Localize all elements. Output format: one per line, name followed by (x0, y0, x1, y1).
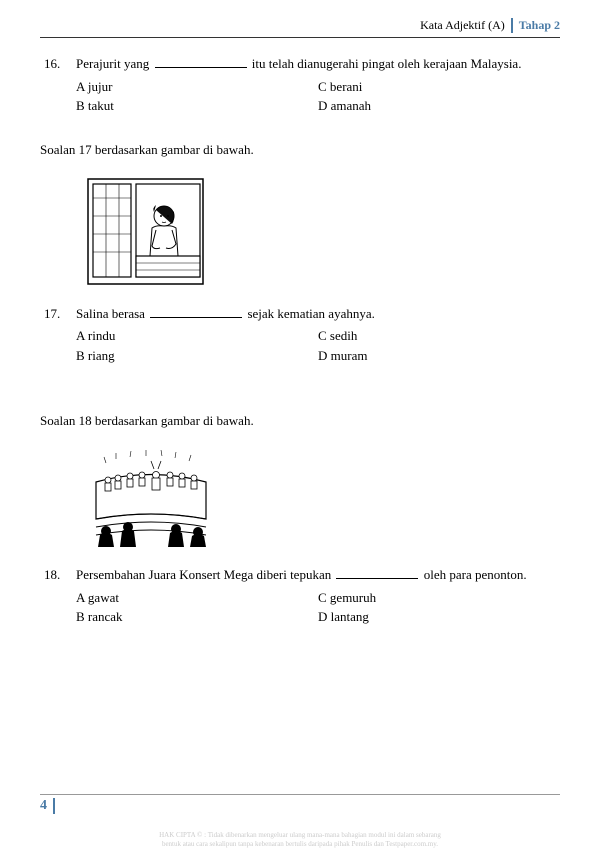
option-a: A jujur (76, 77, 318, 97)
blank-line (155, 56, 247, 68)
option-c: C gemuruh (318, 588, 560, 608)
question-17: 17. Salina berasa sejak kematian ayahnya… (40, 304, 560, 366)
text-part: Perajurit yang (76, 56, 149, 71)
option-c: C sedih (318, 326, 560, 346)
page-number: 4 (40, 798, 55, 814)
options-left: A jujur B takut (76, 77, 318, 116)
options-row: A rindu B riang C sedih D muram (40, 326, 560, 365)
options-left: A gawat B rancak (76, 588, 318, 627)
blank-line (150, 306, 242, 318)
question-body: Persembahan Juara Konsert Mega diberi te… (76, 565, 560, 585)
question-text: 18. Persembahan Juara Konsert Mega diber… (40, 565, 560, 585)
text-part: Salina berasa (76, 306, 145, 321)
option-a: A rindu (76, 326, 318, 346)
options-left: A rindu B riang (76, 326, 318, 365)
blank-line (336, 567, 418, 579)
header-subject: Kata Adjektif (A) (420, 18, 505, 33)
copyright-line: HAK CIPTA © : Tidak dibenarkan mengeluar… (40, 831, 560, 839)
option-d: D lantang (318, 607, 560, 627)
option-b: B riang (76, 346, 318, 366)
question-body: Perajurit yang itu telah dianugerahi pin… (76, 54, 560, 74)
option-b: B rancak (76, 607, 318, 627)
options-row: A jujur B takut C berani D amanah (40, 77, 560, 116)
text-part: Persembahan Juara Konsert Mega diberi te… (76, 567, 331, 582)
option-d: D amanah (318, 96, 560, 116)
question-text: 16. Perajurit yang itu telah dianugerahi… (40, 54, 560, 74)
option-c: C berani (318, 77, 560, 97)
option-b: B takut (76, 96, 318, 116)
text-part: sejak kematian ayahnya. (247, 306, 374, 321)
options-row: A gawat B rancak C gemuruh D lantang (40, 588, 560, 627)
text-part: itu telah dianugerahi pingat oleh keraja… (252, 56, 522, 71)
text-part: oleh para penonton. (424, 567, 527, 582)
page-header: Kata Adjektif (A) Tahap 2 (40, 18, 560, 38)
options-right: C gemuruh D lantang (318, 588, 560, 627)
instruction-18: Soalan 18 berdasarkan gambar di bawah. (40, 413, 560, 429)
concert-illustration (86, 447, 216, 547)
header-level: Tahap 2 (511, 18, 560, 33)
page-footer: 4 (40, 794, 560, 814)
option-d: D muram (318, 346, 560, 366)
copyright-text: HAK CIPTA © : Tidak dibenarkan mengeluar… (40, 831, 560, 848)
question-18: 18. Persembahan Juara Konsert Mega diber… (40, 565, 560, 627)
instruction-17: Soalan 17 berdasarkan gambar di bawah. (40, 142, 560, 158)
page-content: Kata Adjektif (A) Tahap 2 16. Perajurit … (0, 0, 600, 627)
options-right: C berani D amanah (318, 77, 560, 116)
options-right: C sedih D muram (318, 326, 560, 365)
image-18 (86, 447, 560, 547)
copyright-line: bentuk atau cara sekalipun tanpa kebenar… (40, 840, 560, 848)
question-body: Salina berasa sejak kematian ayahnya. (76, 304, 560, 324)
window-girl-illustration (86, 176, 206, 286)
question-number: 18. (40, 565, 76, 585)
page-number-row: 4 (40, 794, 560, 814)
question-number: 17. (40, 304, 76, 324)
question-number: 16. (40, 54, 76, 74)
question-16: 16. Perajurit yang itu telah dianugerahi… (40, 54, 560, 116)
image-17 (86, 176, 560, 286)
option-a: A gawat (76, 588, 318, 608)
question-text: 17. Salina berasa sejak kematian ayahnya… (40, 304, 560, 324)
